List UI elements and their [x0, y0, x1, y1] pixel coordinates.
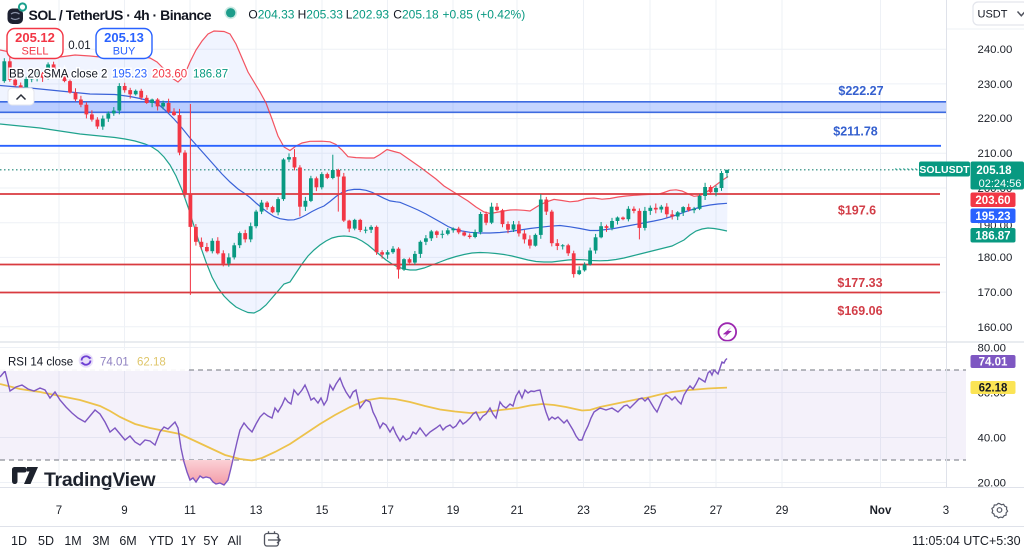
- svg-text:$197.6: $197.6: [838, 204, 876, 218]
- svg-text:205.18: 205.18: [976, 165, 1012, 177]
- svg-text:+0.85 (+0.42%): +0.85 (+0.42%): [443, 8, 526, 22]
- svg-text:Nov: Nov: [870, 505, 892, 517]
- svg-text:17: 17: [381, 505, 394, 517]
- svg-text:13: 13: [250, 505, 263, 517]
- svg-text:74.01: 74.01: [979, 357, 1008, 369]
- svg-text:19: 19: [447, 505, 460, 517]
- svg-text:$177.33: $177.33: [837, 276, 882, 290]
- svg-text:23: 23: [577, 505, 590, 517]
- svg-text:O204.33: O204.33: [248, 8, 294, 22]
- svg-text:C205.18: C205.18: [393, 8, 439, 22]
- svg-text:210.00: 210.00: [978, 148, 1013, 160]
- svg-text:6M: 6M: [119, 534, 136, 548]
- svg-text:SOL / TetherUS · 4h · Binance: SOL / TetherUS · 4h · Binance: [29, 7, 212, 23]
- svg-text:195.23: 195.23: [112, 69, 147, 81]
- svg-text:230.00: 230.00: [978, 79, 1013, 91]
- svg-text:11:05:04 UTC+5:30: 11:05:04 UTC+5:30: [912, 534, 1021, 548]
- svg-text:SELL: SELL: [22, 46, 49, 58]
- svg-text:YTD: YTD: [149, 534, 174, 548]
- svg-text:195.23: 195.23: [975, 211, 1010, 223]
- svg-text:RSI 14 close: RSI 14 close: [8, 357, 73, 369]
- svg-text:0.01: 0.01: [68, 40, 90, 52]
- svg-text:1M: 1M: [64, 534, 81, 548]
- svg-text:1D: 1D: [11, 534, 27, 548]
- svg-text:BB 20 SMA close 2: BB 20 SMA close 2: [9, 69, 107, 81]
- svg-text:1Y: 1Y: [181, 534, 197, 548]
- svg-text:20.00: 20.00: [978, 478, 1007, 490]
- svg-text:62.18: 62.18: [979, 383, 1008, 395]
- svg-text:3: 3: [943, 505, 949, 517]
- svg-text:220.00: 220.00: [978, 113, 1013, 125]
- svg-text:BUY: BUY: [113, 46, 136, 58]
- svg-text:$222.27: $222.27: [838, 84, 883, 98]
- svg-text:5D: 5D: [38, 534, 54, 548]
- svg-text:170.00: 170.00: [978, 287, 1013, 299]
- svg-text:L202.93: L202.93: [346, 8, 390, 22]
- svg-text:11: 11: [184, 505, 196, 517]
- svg-text:80.00: 80.00: [978, 343, 1007, 355]
- svg-text:02:24:56: 02:24:56: [979, 178, 1022, 190]
- svg-text:74.01: 74.01: [100, 357, 129, 369]
- svg-text:USDT: USDT: [978, 9, 1008, 21]
- svg-text:160.00: 160.00: [978, 322, 1013, 334]
- svg-text:$211.78: $211.78: [833, 125, 878, 139]
- svg-text:62.18: 62.18: [137, 357, 166, 369]
- svg-text:180.00: 180.00: [978, 252, 1013, 264]
- svg-text:3M: 3M: [92, 534, 109, 548]
- svg-text:240.00: 240.00: [978, 44, 1013, 56]
- svg-text:21: 21: [511, 505, 524, 517]
- svg-text:27: 27: [710, 505, 723, 517]
- svg-text:5Y: 5Y: [203, 534, 219, 548]
- svg-text:All: All: [228, 534, 242, 548]
- svg-text:186.87: 186.87: [975, 230, 1010, 242]
- svg-text:203.60: 203.60: [152, 69, 187, 81]
- svg-text:9: 9: [121, 505, 127, 517]
- svg-text:15: 15: [316, 505, 329, 517]
- svg-text:186.87: 186.87: [193, 69, 228, 81]
- svg-text:205.12: 205.12: [15, 30, 55, 45]
- svg-text:40.00: 40.00: [978, 433, 1007, 445]
- svg-text:TradingView: TradingView: [44, 469, 156, 491]
- svg-text:25: 25: [644, 505, 657, 517]
- svg-text:205.13: 205.13: [104, 30, 144, 45]
- svg-text:SOLUSDT: SOLUSDT: [919, 164, 970, 176]
- svg-text:H205.33: H205.33: [298, 8, 344, 22]
- svg-text:203.60: 203.60: [975, 195, 1010, 207]
- svg-text:7: 7: [56, 505, 62, 517]
- svg-text:$169.06: $169.06: [837, 304, 882, 318]
- svg-text:29: 29: [776, 505, 789, 517]
